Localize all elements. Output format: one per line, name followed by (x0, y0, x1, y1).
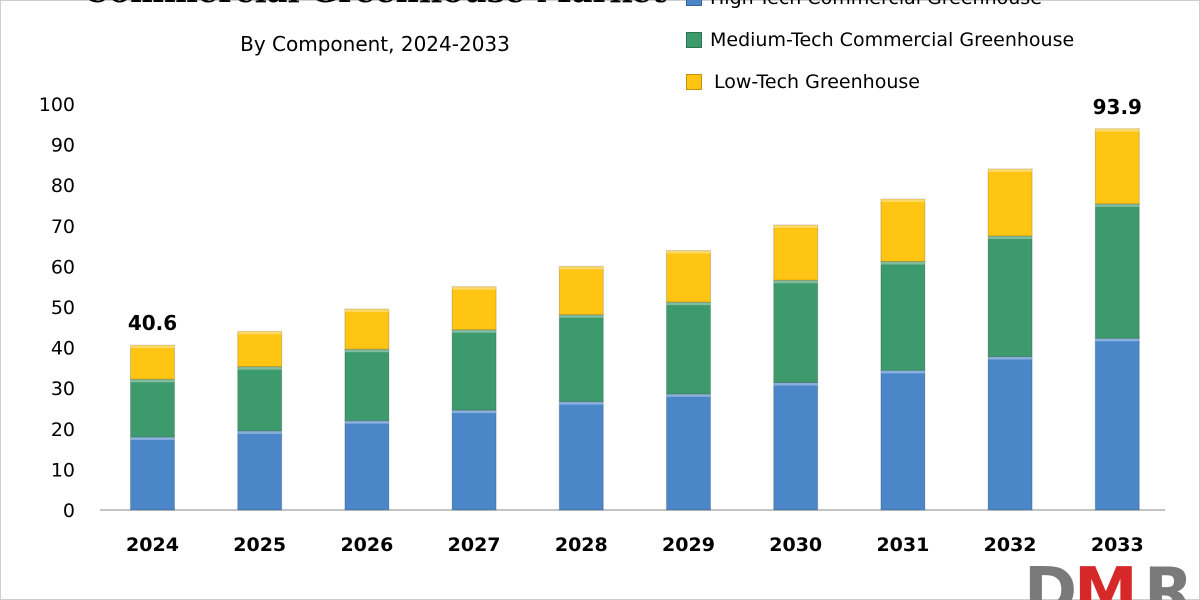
x-tick-label: 2029 (662, 534, 715, 556)
bar-highlight-low-tech-2031 (880, 199, 925, 203)
bar-highlight-high-tech-2028 (559, 401, 604, 405)
bar-segment-medium-tech-2026 (344, 348, 390, 422)
bar-segment-high-tech-2025 (237, 430, 283, 511)
dmr-logo: D M R (1024, 560, 1193, 600)
bar-highlight-high-tech-2032 (988, 356, 1033, 360)
legend-swatch-medium-tech (686, 32, 702, 48)
bar-segment-medium-tech-2027 (451, 329, 497, 411)
y-tick-label: 40 (51, 338, 75, 360)
bar-highlight-low-tech-2029 (666, 250, 711, 254)
bar-highlight-medium-tech-2032 (988, 235, 1033, 239)
bar-segment-medium-tech-2033 (1094, 203, 1140, 339)
legend-label-low-tech: Low-Tech Greenhouse (714, 71, 920, 93)
bar-highlight-low-tech-2032 (988, 168, 1033, 172)
x-tick-label: 2031 (876, 534, 929, 556)
y-tick-label: 90 (51, 135, 75, 157)
x-tick-label: 2027 (448, 534, 501, 556)
bar-segment-low-tech-2033 (1094, 128, 1140, 205)
bar-segment-high-tech-2029 (666, 393, 711, 511)
y-tick-label: 30 (51, 378, 75, 400)
legend-item-medium-tech: Medium-Tech Commercial Greenhouse (686, 26, 1074, 54)
legend-swatch-low-tech (686, 74, 702, 90)
chart-title: Commercial Greenhouse Market (0, 0, 750, 12)
bar-segment-low-tech-2030 (773, 224, 819, 281)
x-tick-label: 2026 (340, 534, 393, 556)
bar-segment-medium-tech-2028 (558, 314, 604, 403)
bar-highlight-medium-tech-2028 (559, 314, 604, 318)
legend-item-high-tech: High-Tech Commercial Greenhouse (686, 0, 1042, 12)
bar-highlight-medium-tech-2029 (666, 302, 711, 306)
bar-segment-low-tech-2031 (880, 198, 926, 263)
x-tick-label: 2032 (984, 534, 1037, 556)
bar-highlight-low-tech-2027 (452, 286, 497, 290)
bar-segment-low-tech-2027 (451, 286, 497, 331)
legend-label-medium-tech: Medium-Tech Commercial Greenhouse (710, 29, 1075, 51)
y-tick-label: 0 (63, 500, 75, 522)
legend-label-high-tech: High-Tech Commercial Greenhouse (710, 0, 1042, 9)
bar-highlight-medium-tech-2025 (237, 366, 282, 370)
bar-segment-low-tech-2024 (130, 344, 175, 380)
bar-highlight-high-tech-2027 (452, 410, 497, 414)
data-label-total: 40.6 (128, 311, 177, 335)
bar-segment-high-tech-2028 (558, 401, 604, 511)
bar-segment-high-tech-2032 (987, 356, 1033, 511)
bar-segment-high-tech-2026 (344, 420, 390, 511)
y-tick-label: 100 (39, 94, 75, 116)
legend-swatch-high-tech (686, 0, 702, 6)
bar-segment-medium-tech-2024 (130, 378, 175, 438)
x-tick-label: 2030 (769, 534, 822, 556)
bar-highlight-low-tech-2033 (1095, 128, 1140, 132)
bar-highlight-medium-tech-2026 (344, 349, 389, 353)
bar-segment-low-tech-2032 (987, 168, 1033, 237)
bar-segment-low-tech-2028 (558, 265, 604, 316)
bar-segment-low-tech-2029 (666, 250, 711, 303)
y-tick-label: 10 (51, 459, 75, 481)
bar-segment-medium-tech-2030 (773, 279, 819, 384)
legend-item-low-tech: Low-Tech Greenhouse (686, 68, 920, 96)
bar-highlight-medium-tech-2024 (130, 379, 175, 383)
bar-highlight-high-tech-2025 (237, 430, 282, 434)
chart-subtitle: By Component, 2024-2033 (240, 32, 510, 56)
bar-segment-medium-tech-2025 (237, 366, 283, 432)
data-label-total: 93.9 (1093, 95, 1142, 119)
bar-highlight-low-tech-2024 (130, 345, 175, 349)
bar-highlight-medium-tech-2027 (452, 329, 497, 333)
bar-segment-medium-tech-2032 (987, 235, 1033, 358)
bar-highlight-low-tech-2025 (237, 331, 282, 335)
y-tick-label: 20 (51, 419, 75, 441)
bar-segment-high-tech-2027 (451, 409, 497, 511)
bar-highlight-low-tech-2028 (559, 266, 604, 270)
bar-segment-low-tech-2026 (344, 308, 390, 350)
bar-segment-high-tech-2024 (130, 436, 175, 511)
bar-highlight-medium-tech-2031 (880, 261, 925, 265)
bar-segment-high-tech-2031 (880, 369, 926, 511)
bar-highlight-high-tech-2029 (666, 393, 711, 397)
x-tick-label: 2028 (555, 534, 608, 556)
bar-highlight-high-tech-2030 (773, 382, 818, 386)
bar-segment-medium-tech-2029 (666, 301, 711, 395)
x-tick-label: 2024 (126, 534, 179, 556)
bar-segment-high-tech-2033 (1094, 337, 1140, 511)
bar-segment-low-tech-2025 (237, 330, 283, 368)
y-tick-label: 70 (51, 216, 75, 238)
bar-highlight-medium-tech-2033 (1095, 203, 1140, 207)
x-tick-label: 2033 (1091, 534, 1144, 556)
bar-highlight-low-tech-2026 (344, 309, 389, 313)
y-tick-label: 80 (51, 175, 75, 197)
bar-highlight-high-tech-2033 (1095, 338, 1140, 342)
bar-highlight-high-tech-2031 (880, 370, 925, 374)
y-tick-label: 60 (51, 256, 75, 278)
bar-highlight-low-tech-2030 (773, 224, 818, 228)
y-tick-label: 50 (51, 297, 75, 319)
bar-highlight-high-tech-2026 (344, 420, 389, 424)
x-tick-label: 2025 (233, 534, 286, 556)
bar-highlight-high-tech-2024 (130, 436, 175, 440)
bar-highlight-medium-tech-2030 (773, 280, 818, 284)
bar-segment-high-tech-2030 (773, 382, 819, 511)
bar-segment-medium-tech-2031 (880, 261, 926, 371)
